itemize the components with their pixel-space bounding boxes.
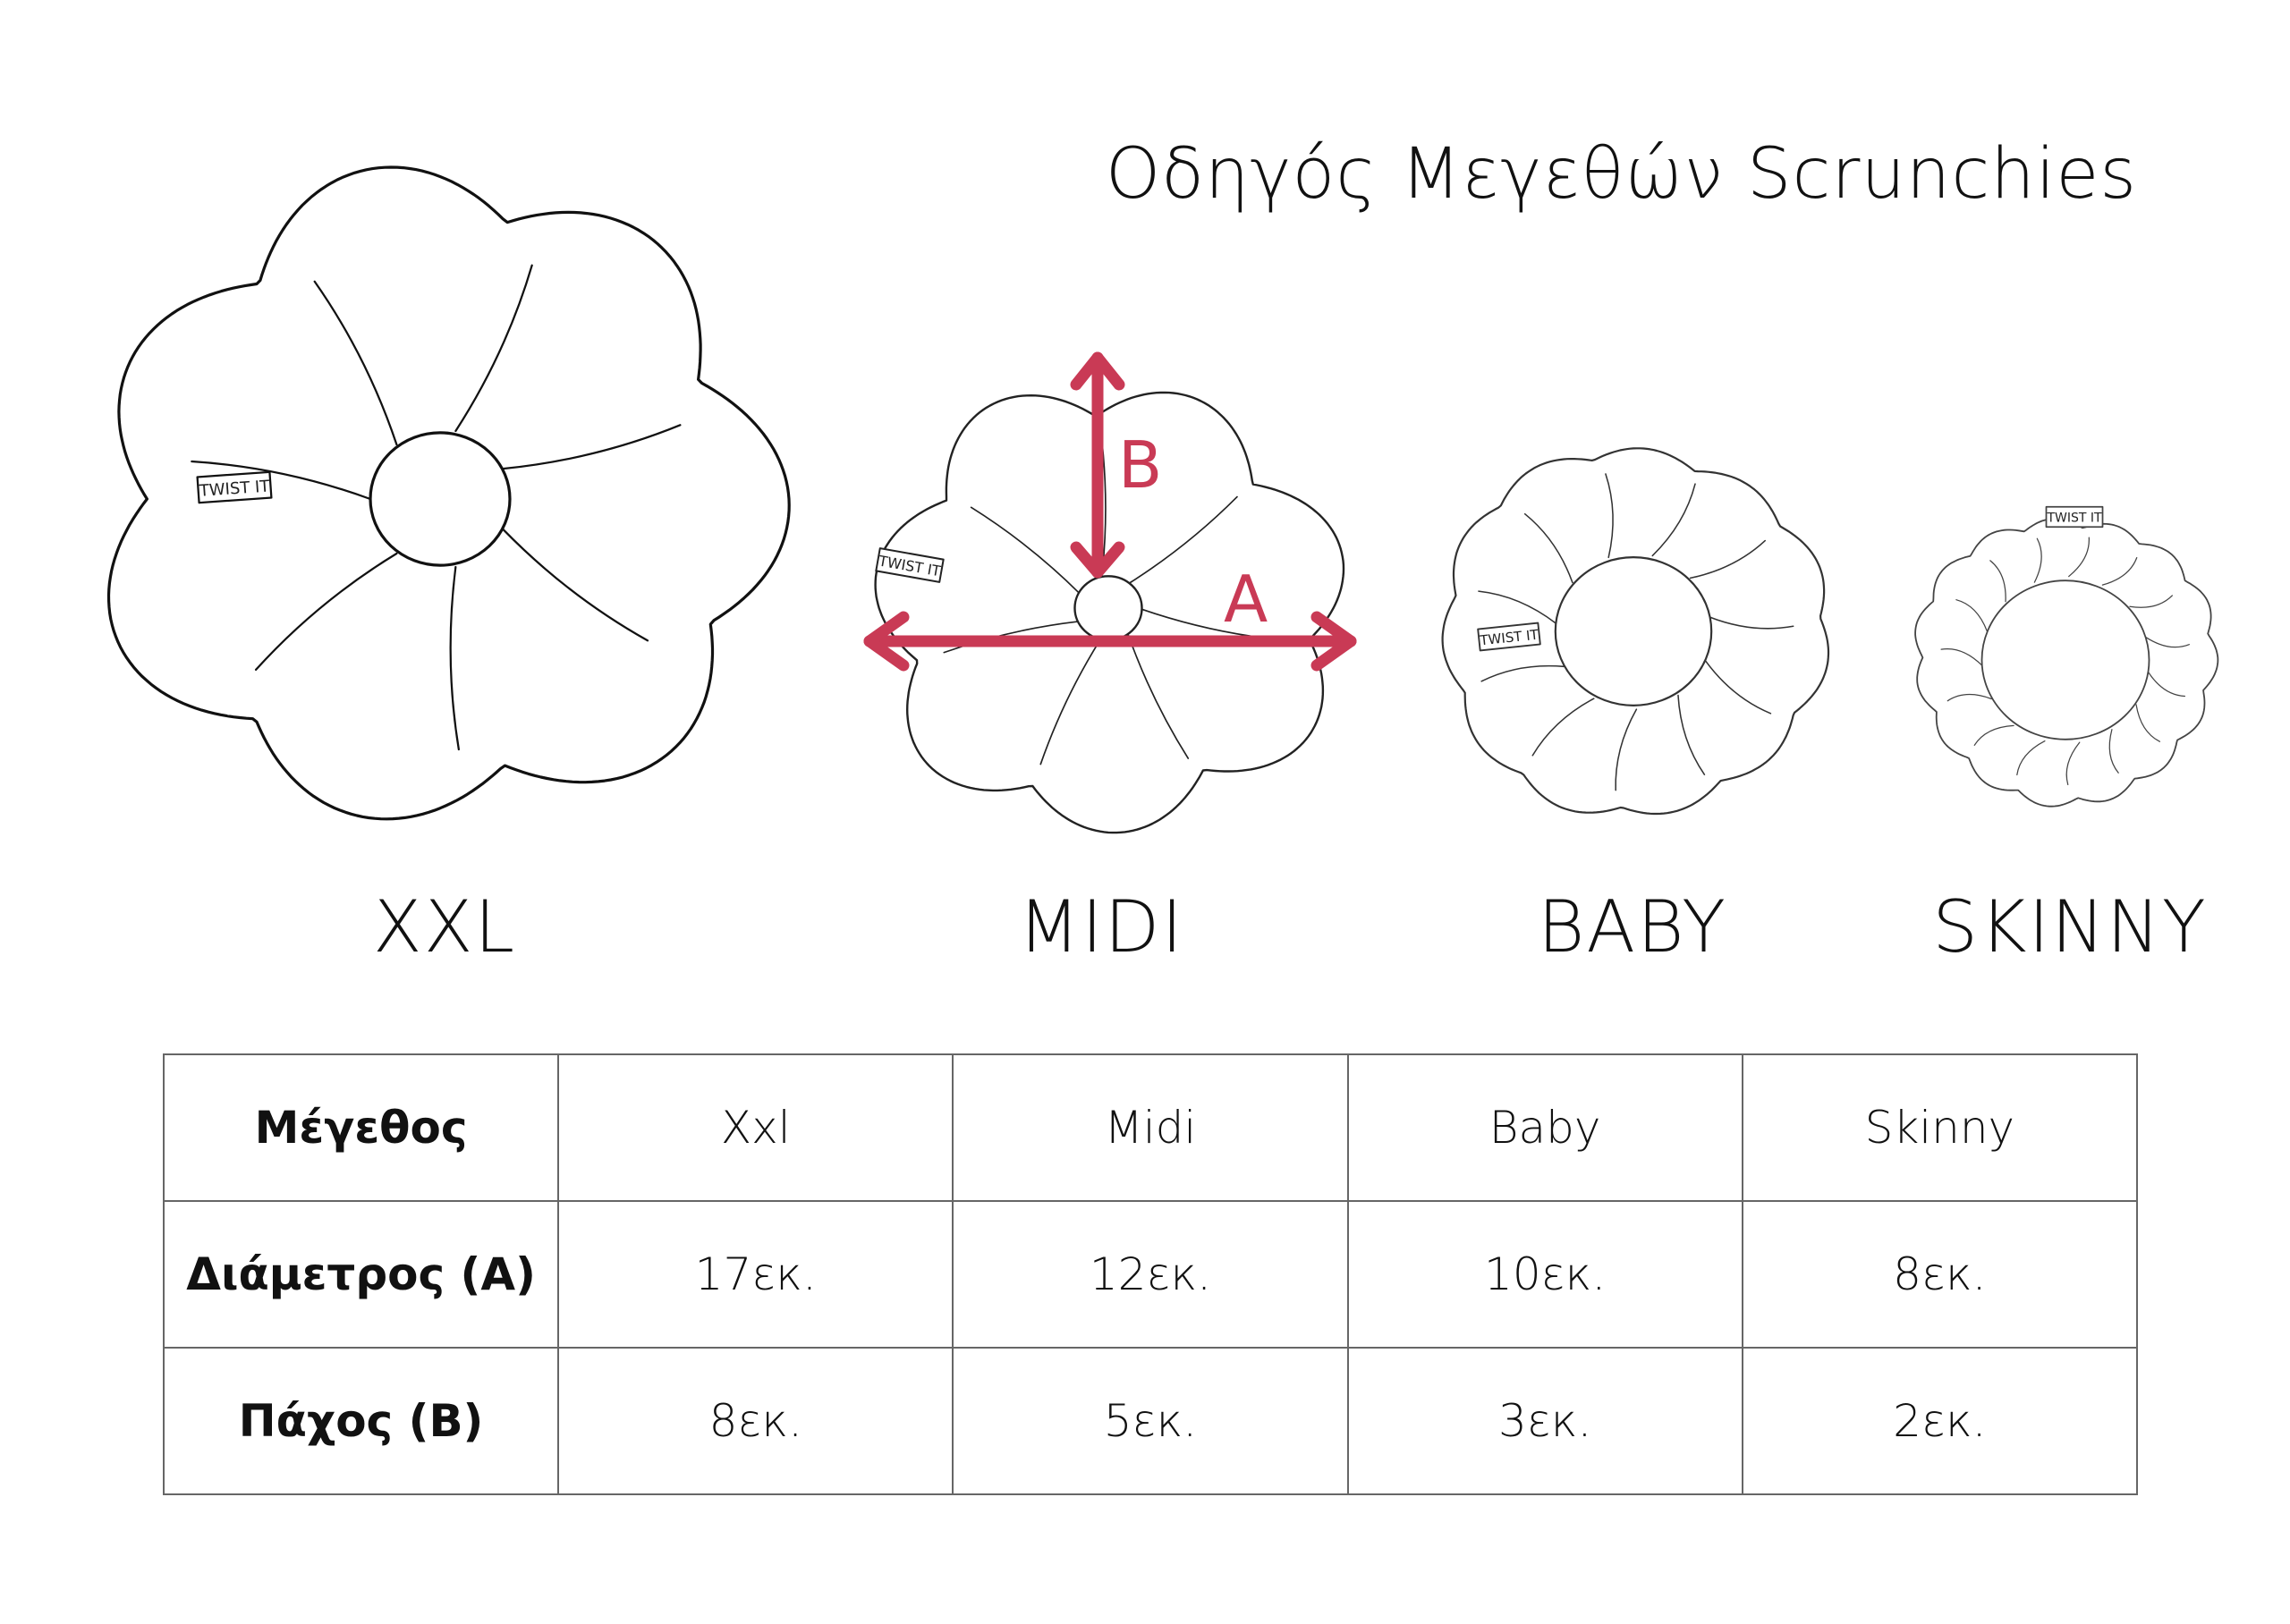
brand-tag: TWIST IT bbox=[2045, 505, 2104, 529]
fold-line bbox=[1989, 560, 2006, 603]
fold-line bbox=[1531, 698, 1595, 757]
size-label-baby: BABY bbox=[1538, 885, 1727, 968]
scrunchie-baby: TWIST IT bbox=[1441, 447, 1830, 816]
size-label-midi: MIDI bbox=[1018, 885, 1184, 968]
page-title: Οδηγός Μεγεθών Scrunchies bbox=[1105, 134, 2137, 215]
row-header: Μέγεθος bbox=[162, 1053, 560, 1202]
scrunchie-midi: TWIST IT bbox=[874, 391, 1345, 834]
brand-tag: TWIST IT bbox=[875, 547, 945, 583]
table-cell: 17εκ. bbox=[557, 1200, 954, 1349]
scrunchie-xxl: TWIST IT bbox=[106, 165, 791, 821]
fold-line bbox=[1605, 473, 1614, 559]
table-cell: Skinny bbox=[1741, 1053, 2139, 1202]
table-cell: 10εκ. bbox=[1346, 1200, 1743, 1349]
table-cell: 8εκ. bbox=[1741, 1200, 2139, 1349]
fold-line bbox=[1615, 708, 1638, 791]
scrunchie-outline bbox=[874, 391, 1345, 834]
fold-line bbox=[1709, 616, 1794, 630]
fold-line bbox=[502, 528, 649, 642]
fold-line bbox=[1651, 483, 1696, 557]
table-row: Μέγεθος Xxl Midi Baby Skinny bbox=[162, 1053, 2139, 1202]
fold-line bbox=[254, 552, 398, 672]
scrunchie-hole bbox=[369, 431, 512, 567]
fold-line bbox=[2108, 729, 2119, 774]
fold-line bbox=[1955, 599, 1988, 632]
fold-line bbox=[943, 621, 1079, 654]
scrunchie-outline bbox=[1914, 518, 2219, 808]
fold-line bbox=[1039, 639, 1101, 765]
fold-line bbox=[2101, 557, 2138, 586]
fold-line bbox=[1129, 495, 1238, 584]
fold-line bbox=[2065, 741, 2081, 786]
row-header: Πάχος (B) bbox=[162, 1347, 560, 1495]
diameter-letter: A bbox=[1224, 562, 1268, 637]
fold-line bbox=[2147, 671, 2186, 698]
thickness-letter: B bbox=[1118, 427, 1162, 503]
size-label-xxl: XXL bbox=[372, 885, 517, 968]
fold-line bbox=[2068, 537, 2090, 578]
row-header: Διάμετρος (A) bbox=[162, 1200, 560, 1349]
brand-tag: TWIST IT bbox=[1477, 622, 1541, 652]
fold-line bbox=[1677, 694, 1706, 775]
measurement-arrows bbox=[863, 351, 1357, 672]
table-cell: 8εκ. bbox=[557, 1347, 954, 1495]
fold-line bbox=[2033, 537, 2042, 583]
fold-line bbox=[2129, 595, 2173, 608]
fold-line bbox=[1127, 634, 1190, 759]
scrunchie-hole bbox=[1073, 575, 1143, 641]
scrunchie-skinny: TWIST IT bbox=[1914, 505, 2219, 808]
table-cell: Xxl bbox=[557, 1053, 954, 1202]
fold-line bbox=[1478, 590, 1557, 624]
table-cell: Baby bbox=[1346, 1053, 1743, 1202]
fold-line bbox=[1973, 724, 2014, 746]
size-table: Μέγεθος Xxl Midi Baby Skinny Διάμετρος (… bbox=[162, 1053, 2139, 1495]
fold-line bbox=[1704, 660, 1772, 715]
table-cell: 3εκ. bbox=[1346, 1347, 1743, 1495]
fold-line bbox=[2135, 704, 2161, 742]
table-row: Πάχος (B) 8εκ. 5εκ. 3εκ. 2εκ. bbox=[162, 1347, 2139, 1495]
thickness-arrow bbox=[1070, 351, 1125, 579]
fold-line bbox=[1689, 539, 1766, 579]
table-row: Διάμετρος (A) 17εκ. 12εκ. 10εκ. 8εκ. bbox=[162, 1200, 2139, 1349]
diameter-arrow bbox=[863, 611, 1357, 672]
fold-line bbox=[449, 565, 460, 751]
fold-line bbox=[313, 280, 398, 446]
svg-text:TWIST IT: TWIST IT bbox=[2046, 512, 2102, 526]
fold-line bbox=[970, 506, 1080, 594]
table-cell: 12εκ. bbox=[952, 1200, 1349, 1349]
fold-line bbox=[1940, 647, 1983, 666]
fold-line bbox=[1946, 693, 1992, 702]
table-cell: 5εκ. bbox=[952, 1347, 1349, 1495]
fold-line bbox=[191, 460, 372, 501]
scrunchie-outline bbox=[1441, 447, 1830, 816]
fold-line bbox=[2145, 637, 2190, 648]
fold-line bbox=[2016, 740, 2046, 776]
size-label-skinny: SKINNY bbox=[1932, 885, 2208, 968]
scrunchie-outline bbox=[106, 165, 791, 821]
fold-line bbox=[1480, 664, 1565, 682]
fold-line bbox=[502, 424, 682, 470]
scrunchie-hole bbox=[1980, 579, 2150, 740]
fold-line bbox=[1523, 512, 1573, 584]
scrunchie-hole bbox=[1554, 556, 1713, 706]
table-cell: 2εκ. bbox=[1741, 1347, 2139, 1495]
fold-line bbox=[454, 264, 533, 433]
brand-tag: TWIST IT bbox=[196, 470, 273, 504]
table-cell: Midi bbox=[952, 1053, 1349, 1202]
